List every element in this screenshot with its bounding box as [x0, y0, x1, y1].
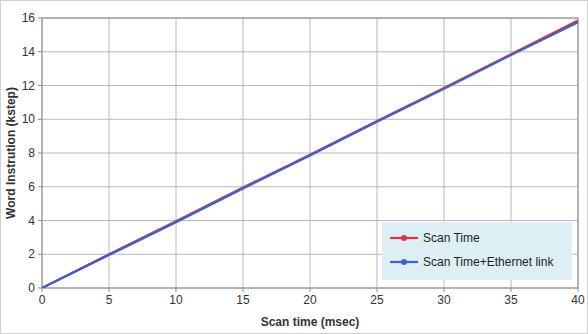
x-tick-label: 10 — [169, 293, 183, 307]
x-tick-label: 15 — [236, 293, 250, 307]
legend-marker — [401, 235, 407, 241]
x-tick-label: 20 — [303, 293, 317, 307]
x-tick — [310, 288, 311, 292]
x-tick-label: 5 — [106, 293, 113, 307]
y-tick — [38, 254, 42, 255]
x-tick-label: 25 — [370, 293, 384, 307]
y-tick-label: 8 — [28, 146, 35, 160]
y-tick-label: 12 — [22, 79, 36, 93]
x-tick — [511, 288, 512, 292]
y-tick — [38, 51, 42, 52]
x-tick-label: 30 — [437, 293, 451, 307]
legend-marker — [401, 259, 407, 265]
y-tick — [38, 85, 42, 86]
y-tick-label: 6 — [28, 180, 35, 194]
legend: Scan Time Scan Time+Ethernet link — [382, 222, 572, 280]
y-axis-title: Word Instrution (kstep) — [4, 87, 18, 219]
plot-frame — [42, 18, 578, 288]
y-grid-line — [42, 51, 578, 52]
y-grid-line — [42, 153, 578, 154]
legend-box — [382, 222, 572, 280]
background — [1, 1, 588, 334]
y-tick — [38, 119, 42, 120]
x-tick — [578, 288, 579, 292]
x-tick — [109, 288, 110, 292]
y-tick-label: 2 — [28, 247, 35, 261]
series-line — [42, 21, 578, 288]
y-grid-line — [42, 186, 578, 187]
y-tick-label: 4 — [28, 214, 35, 228]
x-tick — [243, 288, 244, 292]
y-tick — [38, 18, 42, 19]
x-axis-title: Scan time (msec) — [261, 315, 360, 329]
y-grid-line — [42, 119, 578, 120]
y-tick — [38, 153, 42, 154]
x-tick — [444, 288, 445, 292]
y-grid-line — [42, 85, 578, 86]
x-tick — [176, 288, 177, 292]
y-tick-label: 0 — [28, 281, 35, 295]
y-tick-label: 10 — [22, 112, 36, 126]
x-tick — [377, 288, 378, 292]
chart: 0 5 10 15 20 25 30 35 40 0 2 4 6 8 10 12 14 16 Scan time (… — [0, 0, 588, 334]
series-line — [42, 22, 578, 288]
grid — [42, 18, 578, 288]
legend-label: Scan Time — [423, 231, 480, 245]
y-tick-label: 16 — [22, 11, 36, 25]
x-tick-label: 0 — [39, 293, 46, 307]
y-grid-line — [42, 220, 578, 221]
y-tick — [38, 186, 42, 187]
legend-label: Scan Time+Ethernet link — [423, 255, 554, 269]
y-tick — [38, 220, 42, 221]
plot-area — [42, 21, 578, 288]
x-tick — [42, 288, 43, 292]
x-tick-label: 40 — [571, 293, 585, 307]
y-tick — [38, 288, 42, 289]
x-tick-label: 35 — [504, 293, 518, 307]
y-tick-label: 14 — [22, 45, 36, 59]
